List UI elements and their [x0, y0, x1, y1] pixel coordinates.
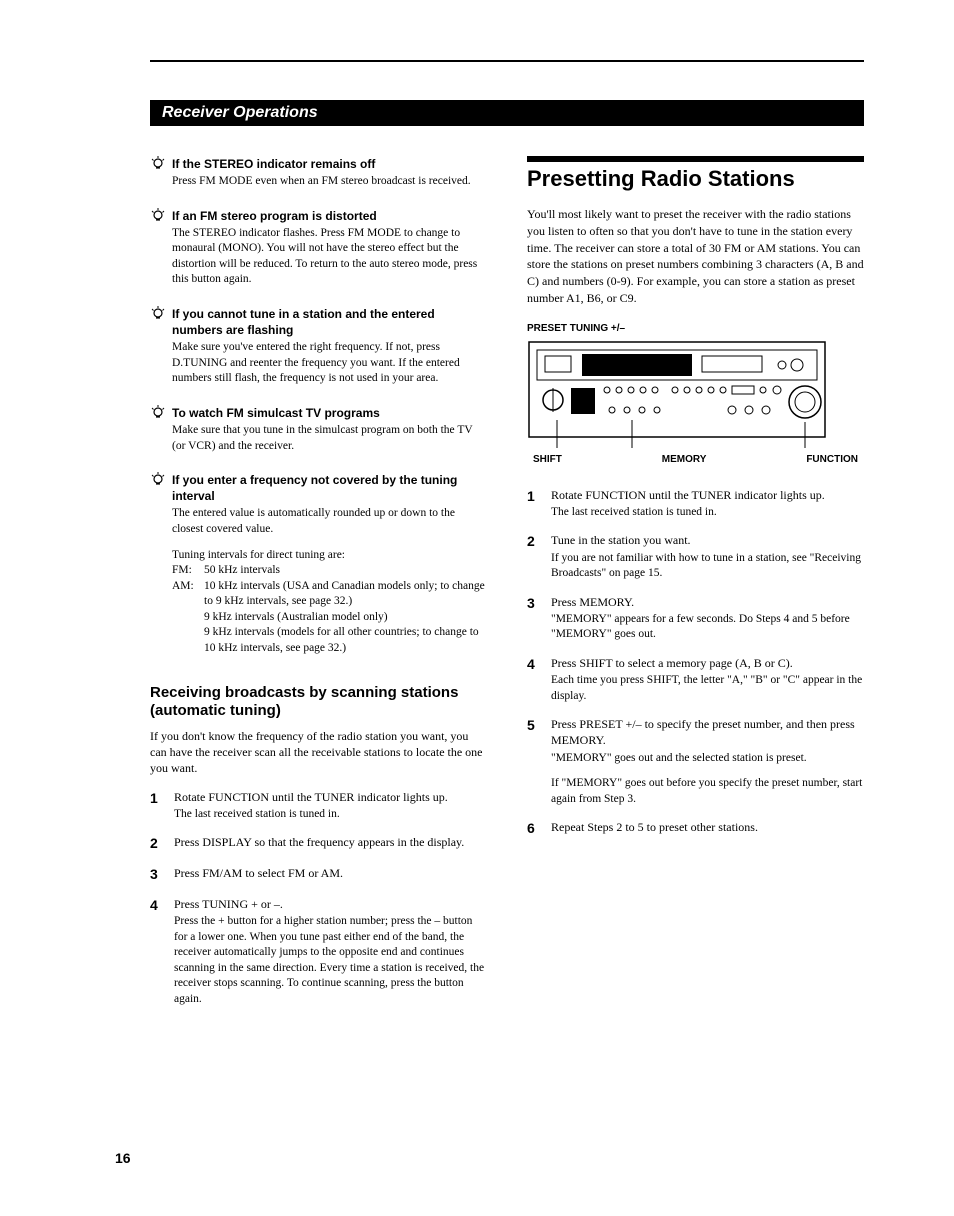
right-column: Presetting Radio Stations You'll most li…	[527, 156, 864, 1019]
step-num: 1	[527, 487, 541, 521]
interval-am-label: AM:	[172, 579, 204, 610]
lightbulb-icon	[150, 472, 166, 488]
step-note: "MEMORY" appears for a few seconds. Do S…	[551, 612, 864, 643]
step-body: Repeat Steps 2 to 5 to preset other stat…	[551, 819, 864, 838]
page-number: 16	[115, 1150, 131, 1166]
step-text: Rotate FUNCTION until the TUNER indicato…	[551, 487, 864, 503]
subsection-lead: If you don't know the frequency of the r…	[150, 728, 487, 777]
tip-title: If the STEREO indicator remains off	[172, 156, 487, 172]
step-body: Press TUNING + or –. Press the + button …	[174, 896, 487, 1007]
section-title: Presetting Radio Stations	[527, 166, 864, 192]
step-text: Press MEMORY.	[551, 594, 864, 610]
interval-am-value: 10 kHz intervals (USA and Canadian model…	[204, 579, 487, 610]
header-bar: Receiver Operations	[150, 100, 864, 126]
step-note: "MEMORY" goes out and the selected stati…	[551, 751, 864, 767]
interval-am-line: 9 kHz intervals (models for all other co…	[172, 625, 487, 656]
tip-body: Press FM MODE even when an FM stereo bro…	[172, 174, 487, 190]
step-note: The last received station is tuned in.	[174, 807, 487, 823]
interval-fm: FM: 50 kHz intervals	[172, 563, 487, 579]
rstep-1: 1 Rotate FUNCTION until the TUNER indica…	[527, 487, 864, 521]
tip-distorted: If an FM stereo program is distorted The…	[150, 208, 487, 288]
step-note: Press the + button for a higher station …	[174, 914, 487, 1007]
left-column: If the STEREO indicator remains off Pres…	[150, 156, 487, 1019]
lightbulb-icon	[150, 405, 166, 421]
step-num: 3	[150, 865, 164, 884]
step-text: Press DISPLAY so that the frequency appe…	[174, 834, 487, 850]
section-accent	[527, 156, 864, 162]
rstep-4: 4 Press SHIFT to select a memory page (A…	[527, 655, 864, 704]
lightbulb-icon	[150, 306, 166, 322]
step-text: Press TUNING + or –.	[174, 896, 487, 912]
interval-am: AM: 10 kHz intervals (USA and Canadian m…	[172, 579, 487, 610]
step-num: 2	[150, 834, 164, 853]
step-text: Repeat Steps 2 to 5 to preset other stat…	[551, 819, 864, 835]
interval-fm-value: 50 kHz intervals	[204, 563, 280, 579]
step-body: Tune in the station you want. If you are…	[551, 532, 864, 581]
step-body: Rotate FUNCTION until the TUNER indicato…	[551, 487, 864, 521]
step-body: Press PRESET +/– to specify the preset n…	[551, 716, 864, 807]
step-num: 4	[527, 655, 541, 704]
tip-title: To watch FM simulcast TV programs	[172, 405, 487, 421]
tip-flashing: If you cannot tune in a station and the …	[150, 306, 487, 387]
step-body: Rotate FUNCTION until the TUNER indicato…	[174, 789, 487, 823]
step-text: Press FM/AM to select FM or AM.	[174, 865, 487, 881]
tip-stereo-off: If the STEREO indicator remains off Pres…	[150, 156, 487, 190]
step-body: Press FM/AM to select FM or AM.	[174, 865, 487, 884]
step-note: If you are not familiar with how to tune…	[551, 551, 864, 582]
step-2: 2 Press DISPLAY so that the frequency ap…	[150, 834, 487, 853]
step-text: Tune in the station you want.	[551, 532, 864, 548]
step-3: 3 Press FM/AM to select FM or AM.	[150, 865, 487, 884]
tip-body: Make sure you've entered the right frequ…	[172, 340, 487, 387]
receiver-diagram: SHIFT MEMORY FUNCTION	[527, 340, 864, 465]
step-num: 2	[527, 532, 541, 581]
section-lead: You'll most likely want to preset the re…	[527, 206, 864, 307]
tip-body: Make sure that you tune in the simulcast…	[172, 423, 487, 454]
tip-title: If you enter a frequency not covered by …	[172, 472, 487, 504]
diagram-labels: SHIFT MEMORY FUNCTION	[527, 454, 864, 465]
subsection-title: Receiving broadcasts by scanning station…	[150, 684, 487, 720]
rstep-3: 3 Press MEMORY. "MEMORY" appears for a f…	[527, 594, 864, 643]
interval-fm-label: FM:	[172, 563, 204, 579]
step-1: 1 Rotate FUNCTION until the TUNER indica…	[150, 789, 487, 823]
tip-interval: If you enter a frequency not covered by …	[150, 472, 487, 656]
step-num: 6	[527, 819, 541, 838]
tip-simulcast: To watch FM simulcast TV programs Make s…	[150, 405, 487, 454]
step-body: Press MEMORY. "MEMORY" appears for a few…	[551, 594, 864, 643]
tip-body: The entered value is automatically round…	[172, 506, 487, 537]
step-note: The last received station is tuned in.	[551, 505, 864, 521]
step-num: 1	[150, 789, 164, 823]
interval-list: Tuning intervals for direct tuning are: …	[172, 548, 487, 657]
step-4: 4 Press TUNING + or –. Press the + butto…	[150, 896, 487, 1007]
interval-am-line: 9 kHz intervals (Australian model only)	[172, 610, 487, 626]
tip-title: If an FM stereo program is distorted	[172, 208, 487, 224]
step-num: 3	[527, 594, 541, 643]
content-columns: If the STEREO indicator remains off Pres…	[150, 156, 864, 1019]
tip-title: If you cannot tune in a station and the …	[172, 306, 487, 338]
rstep-6: 6 Repeat Steps 2 to 5 to preset other st…	[527, 819, 864, 838]
rstep-5: 5 Press PRESET +/– to specify the preset…	[527, 716, 864, 807]
receiver-svg	[527, 340, 827, 450]
step-extra: If "MEMORY" goes out before you specify …	[551, 776, 864, 807]
step-text: Rotate FUNCTION until the TUNER indicato…	[174, 789, 487, 805]
step-body: Press SHIFT to select a memory page (A, …	[551, 655, 864, 704]
interval-lead: Tuning intervals for direct tuning are:	[172, 548, 487, 564]
step-num: 5	[527, 716, 541, 807]
diagram-label-memory: MEMORY	[662, 454, 707, 465]
rstep-2: 2 Tune in the station you want. If you a…	[527, 532, 864, 581]
top-rule	[150, 60, 864, 62]
step-text: Press SHIFT to select a memory page (A, …	[551, 655, 864, 671]
diagram-label-function: FUNCTION	[806, 454, 858, 465]
diagram-caption: PRESET TUNING +/–	[527, 323, 864, 334]
diagram-label-shift: SHIFT	[533, 454, 562, 465]
step-text: Press PRESET +/– to specify the preset n…	[551, 716, 864, 748]
lightbulb-icon	[150, 208, 166, 224]
step-body: Press DISPLAY so that the frequency appe…	[174, 834, 487, 853]
step-num: 4	[150, 896, 164, 1007]
tip-body: The STEREO indicator flashes. Press FM M…	[172, 226, 487, 288]
step-note: Each time you press SHIFT, the letter "A…	[551, 673, 864, 704]
lightbulb-icon	[150, 156, 166, 172]
header-title: Receiver Operations	[162, 104, 318, 121]
